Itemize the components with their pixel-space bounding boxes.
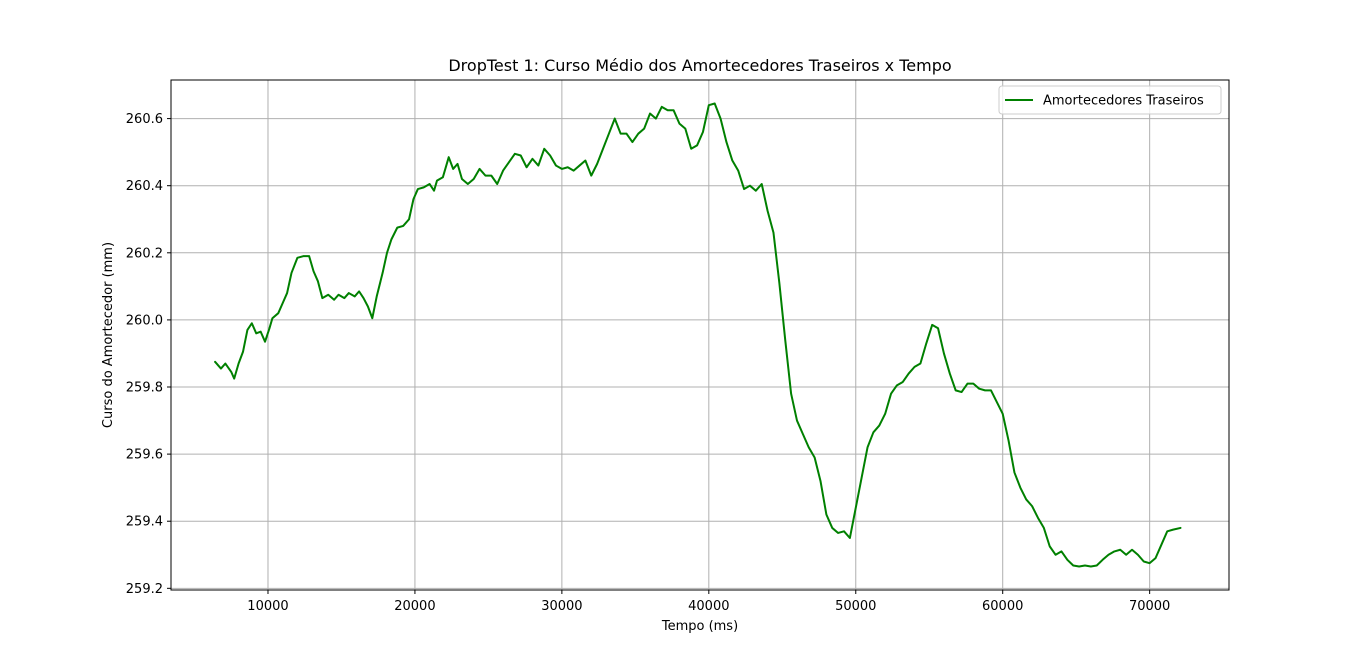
x-tick-label: 50000 [835,599,876,614]
y-tick-label: 260.2 [126,246,163,261]
legend-label: Amortecedores Traseiros [1043,94,1204,109]
series-layer [214,102,1182,568]
x-tick-label: 10000 [247,599,288,614]
y-tick-label: 259.6 [126,448,163,463]
y-tick-label: 260.6 [126,112,163,127]
legend-box [998,85,1222,115]
plot-frame [170,79,1230,591]
x-axis-title: Tempo (ms) [661,619,738,634]
legend: Amortecedores Traseiros [998,85,1222,115]
x-tick-label: 60000 [982,599,1023,614]
y-axis-title: Curso do Amortecedor (mm) [101,242,116,428]
x-tick-label: 30000 [541,599,582,614]
series-line-amortecedores-traseiros [214,102,1182,568]
x-tick-label: 70000 [1129,599,1170,614]
y-tick-label: 260.0 [126,313,163,328]
x-tick-label: 40000 [688,599,729,614]
y-tick-label: 259.4 [126,515,163,530]
chart-title: DropTest 1: Curso Médio dos Amortecedore… [448,56,951,75]
x-tick-label: 20000 [394,599,435,614]
axis-ticks: 10000 20000 30000 40000 50000 60000 70000 259.2… [126,112,1171,614]
y-tick-label: 259.2 [126,582,163,597]
y-tick-label: 259.8 [126,381,163,396]
y-tick-label: 260.4 [126,179,163,194]
grid-lines [171,80,1229,590]
